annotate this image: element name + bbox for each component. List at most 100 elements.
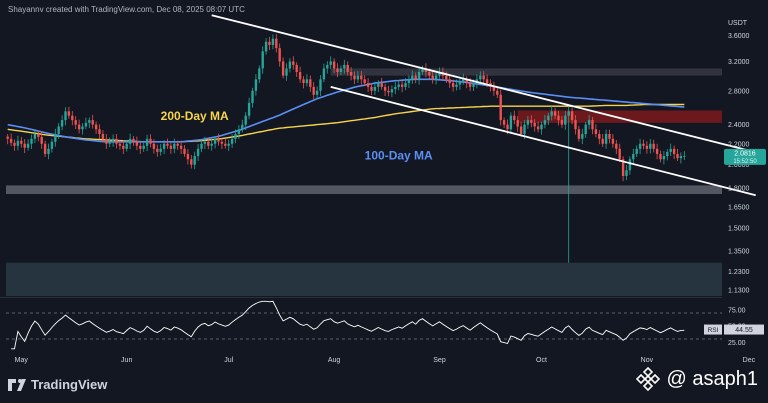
range-high-zone [330, 68, 722, 76]
tradingview-brand-label: TradingView [31, 377, 108, 392]
candle-body [516, 120, 519, 127]
candle-body [604, 133, 608, 144]
candle-body [506, 124, 509, 130]
candle-body [203, 141, 207, 144]
x-axis-tick: May [15, 357, 29, 364]
candle-body [115, 138, 118, 144]
candle-body [645, 145, 649, 149]
candle-body [683, 155, 686, 157]
candle-body [553, 111, 557, 116]
candle-body [169, 145, 173, 149]
candle-body [669, 148, 672, 152]
candle-body [611, 138, 615, 144]
candle-body [458, 81, 462, 85]
candle-body [94, 124, 98, 130]
candle-body [30, 138, 33, 144]
candle-body [275, 38, 278, 49]
candle-body [587, 120, 591, 125]
candle-body [564, 115, 567, 125]
candle-body [264, 41, 268, 52]
x-axis-tick: Aug [328, 357, 341, 364]
ma100-annotation: 100-Day MA [365, 148, 433, 162]
candle-body [230, 138, 234, 144]
candle-body [128, 138, 132, 144]
candle-body [414, 75, 417, 80]
candle-body [241, 124, 244, 130]
candle-body [254, 79, 258, 91]
candle-body [16, 140, 20, 146]
rsi-axis-tick: 25.00 [728, 340, 746, 347]
candle-body [652, 143, 655, 149]
rsi-name-badge [704, 324, 722, 335]
candle-body [591, 120, 594, 130]
candle-body [434, 75, 438, 80]
candle-body [662, 156, 666, 160]
candle-body [513, 115, 516, 121]
candle-body [122, 145, 125, 149]
candle-body [26, 143, 30, 148]
ma200-annotation: 200-Day MA [161, 109, 229, 123]
candle-body [485, 79, 489, 84]
tradingview-brand[interactable]: TradingView [8, 377, 107, 392]
candle-body [492, 86, 496, 91]
candle-body [64, 111, 67, 121]
candle-body [468, 83, 472, 87]
candle-body [298, 71, 302, 80]
candle-body [659, 153, 662, 160]
candle-body [224, 143, 227, 146]
candle-body [159, 148, 162, 152]
candle-body [584, 124, 587, 134]
current-price-badge [724, 148, 766, 165]
candle-body [421, 68, 424, 72]
candle-body [581, 133, 584, 139]
candle-body [288, 61, 292, 69]
candle-body [445, 75, 448, 80]
candle-body [635, 148, 638, 154]
candle-body [411, 75, 414, 80]
candle-body [9, 138, 13, 143]
rsi-name-label: RSI [708, 327, 719, 334]
candle-body [234, 133, 237, 139]
candle-body [74, 120, 77, 125]
candle-body [111, 138, 115, 142]
candle-body [343, 64, 346, 69]
price-axis-tick: 1.8000 [728, 185, 750, 192]
candle-body [479, 75, 482, 80]
candle-body [190, 159, 193, 165]
ma100-line [7, 78, 685, 143]
candle-body [33, 133, 37, 139]
candle-body [560, 120, 564, 125]
candle-body [81, 126, 84, 130]
candle-body [349, 71, 353, 76]
candle-body [594, 129, 598, 134]
candle-body [676, 153, 679, 159]
candle-body [666, 151, 669, 157]
candle-body [37, 133, 40, 137]
candle-body [363, 79, 366, 84]
candle-body [118, 143, 122, 146]
candle-body [326, 64, 329, 69]
candle-body [601, 138, 604, 144]
upper-trendline [211, 14, 763, 155]
candle-body [305, 79, 309, 84]
candle-body [84, 122, 88, 127]
price-axis-tick: 1.5000 [728, 225, 750, 232]
candle-body [292, 61, 295, 65]
candle-body [356, 75, 360, 80]
candle-body [193, 156, 196, 165]
candle-body [400, 84, 404, 87]
x-axis-tick: Oct [536, 357, 547, 364]
candle-body [540, 124, 543, 130]
rsi-line [11, 300, 685, 350]
price-axis-tick: 3.6000 [728, 33, 750, 40]
candle-body [179, 145, 183, 149]
candle-body [152, 143, 156, 149]
candle-body [220, 141, 224, 144]
candle-body [247, 102, 251, 116]
quote-currency-label: USDT [728, 20, 748, 27]
candle-body [377, 83, 380, 87]
candle-body [258, 68, 261, 80]
diamond-logo-icon [635, 366, 660, 392]
